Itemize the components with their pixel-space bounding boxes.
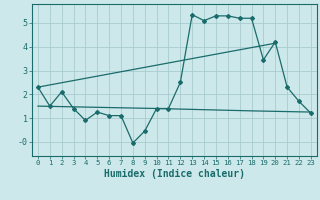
X-axis label: Humidex (Indice chaleur): Humidex (Indice chaleur): [104, 169, 245, 179]
